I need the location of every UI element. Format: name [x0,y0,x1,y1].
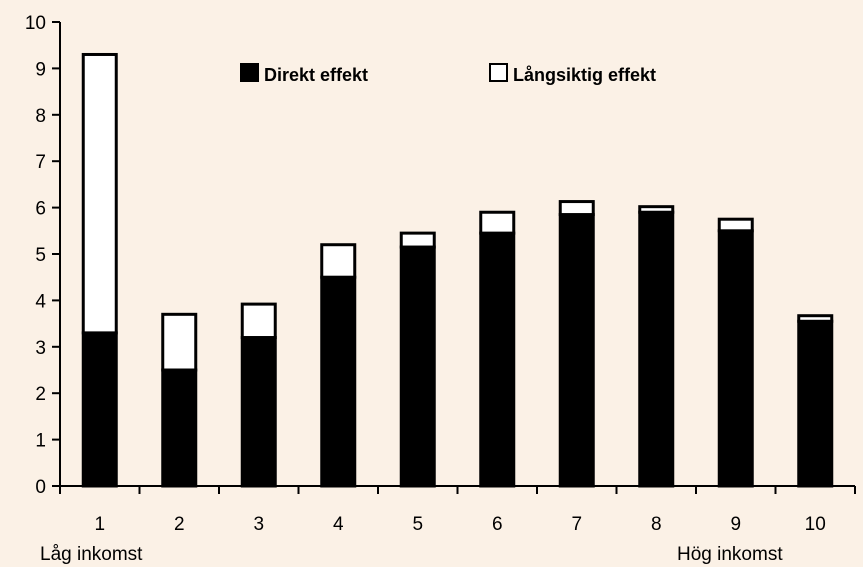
x-tick-label: 4 [333,514,344,535]
legend-swatch-direct [240,63,259,82]
bar-direct [558,213,595,488]
x-tick-label: 5 [412,514,423,535]
bar-direct [797,319,834,488]
bars [81,52,834,488]
bar-direct [399,245,436,488]
y-axis: 0 1 2 3 4 5 6 7 8 9 10 [25,13,61,498]
bar-direct [479,231,516,488]
bar-longterm [161,312,198,372]
bar-longterm [638,205,675,214]
legend-label-direct: Direkt effekt [264,65,368,85]
y-tick-label: 9 [35,59,46,80]
y-tick-label: 0 [35,477,46,498]
x-tick-label: 1 [94,514,105,535]
x-tick-label: 7 [571,514,582,535]
y-tick-label: 4 [35,291,46,312]
y-tick-label: 5 [35,245,46,266]
x-tick-label: 3 [253,514,264,535]
bar-longterm [81,52,118,335]
y-tick-label: 10 [25,13,46,34]
y-tick-label: 6 [35,199,46,220]
bar-direct [320,275,357,488]
bar-longterm [797,314,834,323]
bar-direct [81,331,118,488]
y-tick-label: 7 [35,152,46,173]
bar-longterm [320,243,357,279]
y-tick-label: 1 [35,431,46,452]
bar-direct [161,368,198,488]
y-tick-label: 2 [35,384,46,405]
bar-longterm [717,217,754,233]
bar-direct [717,229,754,488]
x-label-low-income: Låg inkomst [40,544,143,565]
bar-longterm [399,231,436,249]
bar-direct [240,336,277,488]
legend-swatch-longterm [489,63,508,82]
legend-label-longterm: Långsiktig effekt [513,65,656,85]
x-tick-label: 9 [730,514,741,535]
x-tick-label: 6 [492,514,503,535]
x-label-high-income: Hög inkomst [677,544,783,565]
bar-longterm [240,302,277,340]
y-tick-label: 3 [35,338,46,359]
x-tick-label: 8 [651,514,662,535]
legend: Direkt effekt Långsiktig effekt [240,63,656,85]
y-tick-label: 8 [35,106,46,127]
bar-direct [638,210,675,488]
x-tick-label: 2 [174,514,185,535]
x-axis: 1 2 3 4 5 6 7 8 9 10 [59,485,856,535]
bar-longterm [479,210,516,235]
x-tick-label: 10 [805,514,826,535]
bar-longterm [558,200,595,217]
